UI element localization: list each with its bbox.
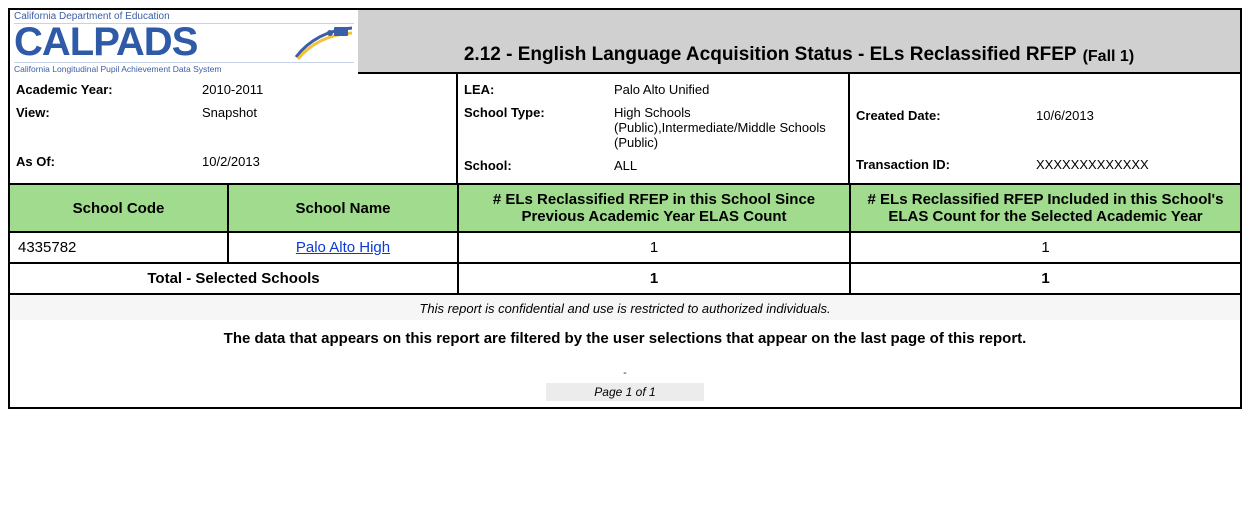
report-page: California Department of Education CALPA… bbox=[8, 8, 1242, 409]
col-header-rfep-since-prev: # ELs Reclassified RFEP in this School S… bbox=[458, 184, 850, 232]
filters-col-3: Created Date: 10/6/2013 Transaction ID: … bbox=[850, 74, 1240, 183]
table-totals-row: Total - Selected Schools 1 1 bbox=[10, 263, 1240, 293]
cell-rfep-included: 1 bbox=[850, 232, 1240, 263]
school-type-label: School Type: bbox=[464, 105, 614, 120]
data-table: School Code School Name # ELs Reclassifi… bbox=[10, 183, 1240, 293]
school-type-value: High Schools (Public),Intermediate/Middl… bbox=[614, 105, 842, 150]
table-row: 4335782 Palo Alto High 1 1 bbox=[10, 232, 1240, 263]
transaction-id-value: XXXXXXXXXXXXX bbox=[1036, 157, 1234, 172]
confidential-note: This report is confidential and use is r… bbox=[10, 293, 1240, 320]
view-value: Snapshot bbox=[202, 105, 450, 120]
academic-year-label: Academic Year: bbox=[16, 82, 202, 97]
logo-subtitle: California Longitudinal Pupil Achievemen… bbox=[14, 62, 354, 74]
filters-col-1: Academic Year: 2010-2011 View: Snapshot … bbox=[10, 74, 458, 183]
logo-name: CALPADS bbox=[14, 22, 197, 62]
cell-rfep-since-prev: 1 bbox=[458, 232, 850, 263]
totals-rfep-since-prev: 1 bbox=[458, 263, 850, 293]
as-of-value: 10/2/2013 bbox=[202, 154, 450, 169]
lea-value: Palo Alto Unified bbox=[614, 82, 842, 97]
filter-note: The data that appears on this report are… bbox=[10, 320, 1240, 365]
transaction-id-label: Transaction ID: bbox=[856, 157, 1036, 172]
col-header-rfep-included: # ELs Reclassified RFEP Included in this… bbox=[850, 184, 1240, 232]
table-header-row: School Code School Name # ELs Reclassifi… bbox=[10, 184, 1240, 232]
school-name-link[interactable]: Palo Alto High bbox=[296, 239, 390, 256]
as-of-label: As Of: bbox=[16, 154, 202, 169]
created-date-label: Created Date: bbox=[856, 108, 1036, 123]
col-header-school-name: School Name bbox=[228, 184, 458, 232]
col-header-school-code: School Code bbox=[10, 184, 228, 232]
page-number: Page 1 of 1 bbox=[546, 383, 703, 401]
filters-col-2: LEA: Palo Alto Unified School Type: High… bbox=[458, 74, 850, 183]
academic-year-value: 2010-2011 bbox=[202, 82, 450, 97]
totals-rfep-included: 1 bbox=[850, 263, 1240, 293]
school-label: School: bbox=[464, 158, 614, 173]
separator-dash: - bbox=[10, 365, 1240, 381]
page-number-wrap: Page 1 of 1 bbox=[10, 381, 1240, 407]
report-title: 2.12 - English Language Acquisition Stat… bbox=[464, 44, 1077, 66]
view-label: View: bbox=[16, 105, 202, 120]
created-date-value: 10/6/2013 bbox=[1036, 108, 1234, 123]
cell-school-code: 4335782 bbox=[10, 232, 228, 263]
report-title-bar: 2.12 - English Language Acquisition Stat… bbox=[358, 10, 1240, 74]
filters-panel: Academic Year: 2010-2011 View: Snapshot … bbox=[10, 74, 1240, 183]
lea-label: LEA: bbox=[464, 82, 614, 97]
header-row: California Department of Education CALPA… bbox=[10, 10, 1240, 74]
cell-school-name: Palo Alto High bbox=[228, 232, 458, 263]
school-value: ALL bbox=[614, 158, 842, 173]
logo-block: California Department of Education CALPA… bbox=[10, 10, 358, 74]
totals-label: Total - Selected Schools bbox=[10, 263, 458, 293]
report-title-suffix: (Fall 1) bbox=[1083, 48, 1135, 66]
swoosh-icon bbox=[294, 25, 354, 61]
